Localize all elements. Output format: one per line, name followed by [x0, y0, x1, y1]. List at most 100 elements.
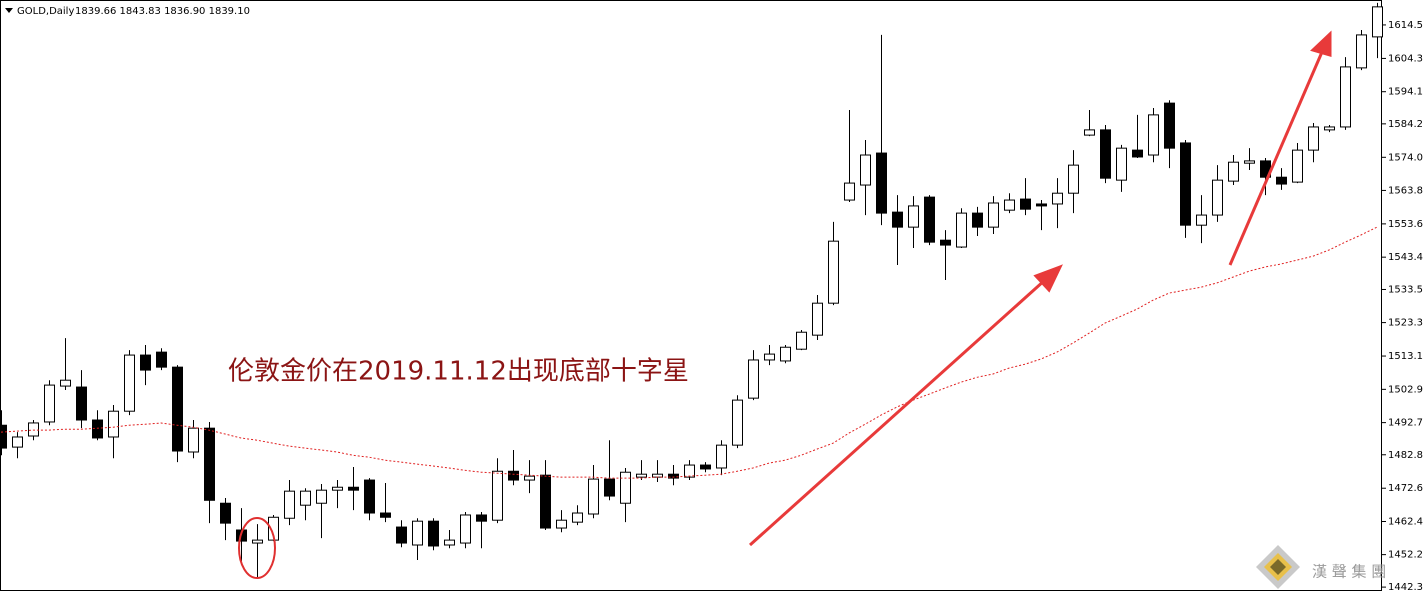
candle-body — [284, 490, 295, 519]
candle-body — [956, 212, 967, 248]
candle-body — [604, 478, 615, 497]
candle-body — [140, 354, 151, 371]
candle-body — [1196, 214, 1207, 226]
candle-body — [876, 152, 887, 214]
candle-body — [1052, 192, 1063, 205]
candle-body — [1148, 114, 1159, 156]
candle-body — [908, 205, 919, 228]
menu-triangle — [5, 8, 13, 13]
candle-body — [316, 489, 327, 504]
candle-body — [0, 424, 7, 449]
candle-body — [1004, 199, 1015, 211]
candle-body — [444, 539, 455, 546]
candle-body — [412, 520, 423, 546]
candle-body — [828, 240, 839, 304]
candle-body — [1228, 161, 1239, 182]
candle-body — [796, 331, 807, 350]
candle-body — [220, 502, 231, 524]
logo-diamond — [1270, 559, 1286, 575]
candle-body — [684, 464, 695, 478]
y-tick-label: 1594.10 — [1388, 87, 1423, 98]
candle-body — [556, 519, 567, 529]
candle-body — [92, 419, 103, 439]
candle-body — [1068, 164, 1079, 194]
y-tick-label: 1452.25 — [1388, 550, 1423, 561]
y-tick-label: 1614.56 — [1388, 20, 1423, 31]
candle-body — [812, 302, 823, 336]
candle-body — [1020, 198, 1031, 210]
candle-body — [1244, 160, 1255, 164]
candle-body — [76, 386, 87, 421]
candle-body — [1212, 179, 1223, 216]
candle-body — [1340, 66, 1351, 128]
candle-body — [44, 384, 55, 423]
y-tick-label: 1502.90 — [1388, 384, 1423, 395]
annotation: 伦敦金价在2019.11.12出现底部十字星 — [228, 357, 689, 387]
watermark: 漢 聲 集 團 — [1312, 563, 1386, 581]
candle-body — [1084, 129, 1095, 136]
candle-body — [380, 512, 391, 518]
candle-body — [332, 486, 343, 491]
candle-body — [172, 366, 183, 452]
y-tick-label: 1574.00 — [1388, 152, 1423, 163]
y-tick-label: 1533.50 — [1388, 284, 1423, 295]
candle-body — [620, 471, 631, 504]
candle-body — [348, 486, 359, 491]
candle-body — [636, 473, 647, 478]
candle-body — [300, 490, 311, 506]
candle-body — [1164, 102, 1175, 149]
candle-body — [940, 239, 951, 246]
marks — [0, 2, 1383, 578]
arrows — [748, 30, 1332, 547]
candle-body — [396, 526, 407, 544]
arrow-line — [748, 278, 1047, 547]
arrow-head — [1310, 30, 1332, 58]
plot-frame — [0, 0, 1382, 591]
y-tick-label: 1523.35 — [1388, 318, 1423, 329]
candle-body — [1356, 34, 1367, 69]
candle-body — [1116, 147, 1127, 181]
y-tick-label: 1553.60 — [1388, 219, 1423, 230]
candle-body — [476, 514, 487, 522]
y-tick-label: 1462.40 — [1388, 517, 1423, 528]
y-tick-label: 1604.30 — [1388, 53, 1423, 64]
candle-body — [892, 211, 903, 228]
candle-body — [204, 427, 215, 501]
y-tick-label: 1543.40 — [1388, 252, 1423, 263]
candle-body — [1100, 129, 1111, 179]
ohlc-header: 1839.66 1843.83 1836.90 1839.10 — [75, 6, 250, 17]
moving-average — [0, 226, 1378, 479]
candle-body — [364, 479, 375, 514]
candle-body — [1180, 142, 1191, 226]
candle-body — [1324, 126, 1335, 131]
candle-body — [12, 436, 23, 448]
candle-body — [108, 410, 119, 438]
candle-body — [252, 539, 263, 544]
candle-body — [492, 470, 503, 521]
candle-body — [748, 359, 759, 399]
candle-body — [1132, 149, 1143, 158]
candle-body — [1276, 176, 1287, 185]
chart-title: GOLD,Daily — [17, 6, 74, 17]
y-tick-label: 1492.70 — [1388, 418, 1423, 429]
candle-body — [732, 399, 743, 446]
y-tick-label: 1563.85 — [1388, 185, 1423, 196]
candle-body — [1308, 126, 1319, 151]
candle-body — [572, 512, 583, 523]
candle-body — [60, 379, 71, 387]
candle-body — [28, 422, 39, 437]
candle-body — [668, 473, 679, 479]
candle-body — [156, 351, 167, 368]
y-tick-label: 1482.85 — [1388, 450, 1423, 461]
y-tick-label: 1513.10 — [1388, 351, 1423, 362]
candle-body — [1372, 6, 1383, 38]
highlight-ellipse — [238, 517, 276, 579]
candle-body — [524, 475, 535, 481]
candle-body — [1036, 203, 1047, 207]
candle-body — [460, 514, 471, 544]
y-tick-label: 1472.60 — [1388, 483, 1423, 494]
candle-body — [588, 478, 599, 515]
candle-body — [860, 154, 871, 186]
y-tick-label: 1442.30 — [1388, 582, 1423, 592]
